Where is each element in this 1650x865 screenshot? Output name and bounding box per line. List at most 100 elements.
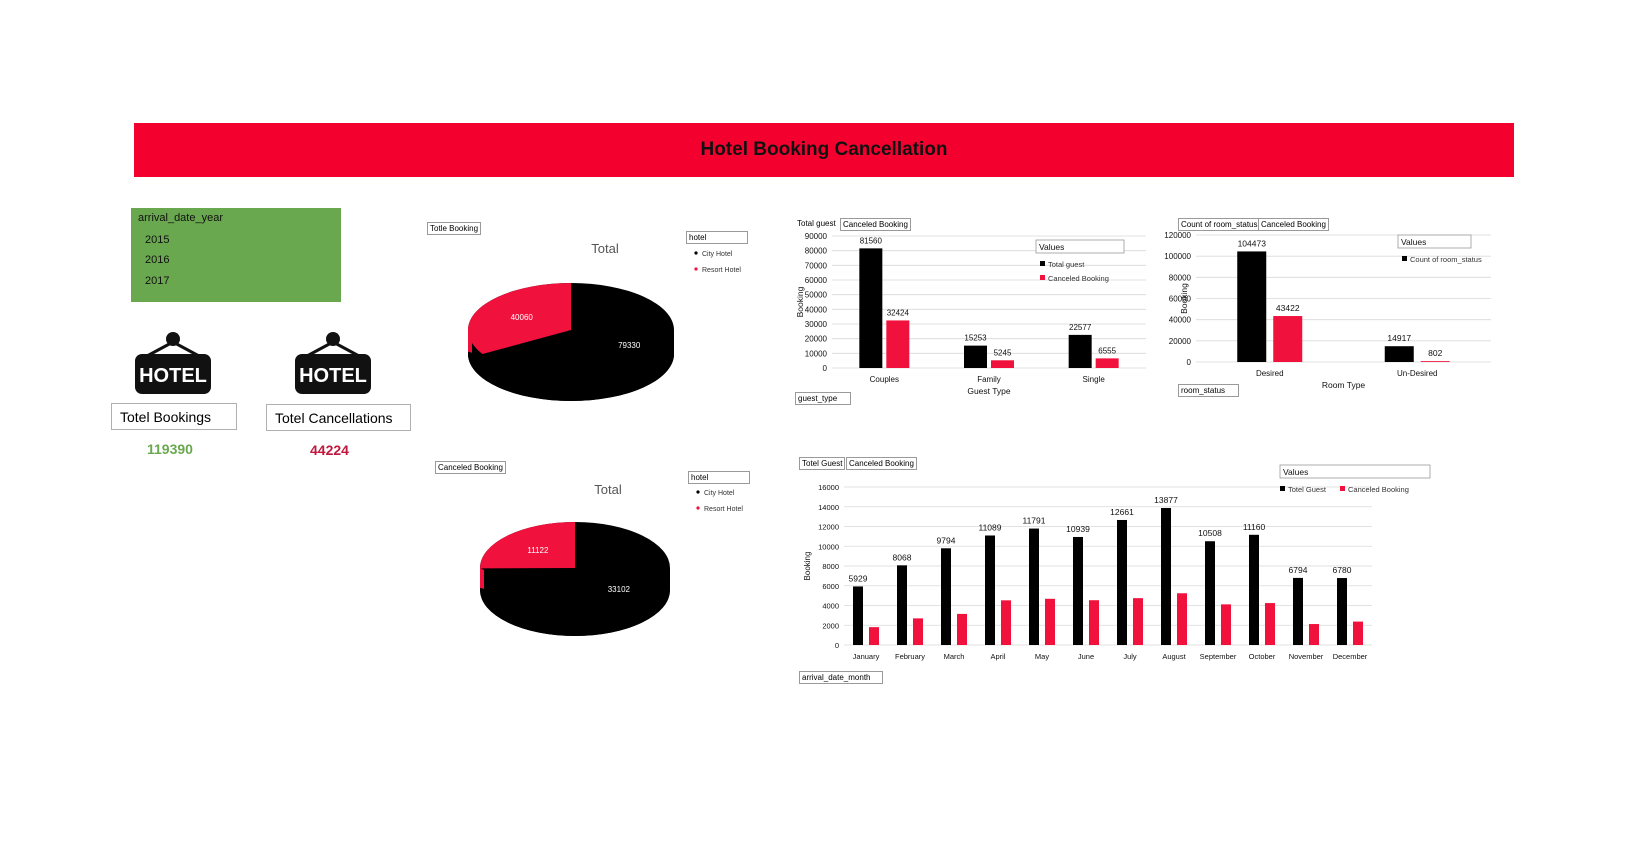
bar-total-guest	[1068, 334, 1092, 368]
bar-canceled-booking	[1089, 600, 1099, 645]
x-tick-label: Couples	[870, 375, 899, 384]
hotel-sign-icon: HOTEL	[135, 332, 211, 394]
legend-entry: Total guest	[1048, 260, 1085, 269]
bar-totel-guest	[1117, 519, 1127, 645]
y-tick-label: 2000	[822, 621, 839, 630]
bar-totel-guest	[1161, 507, 1171, 645]
bar-canceled-booking	[913, 618, 923, 645]
guest-field-button-1[interactable]: Total guest	[795, 218, 838, 229]
y-tick-label: 14000	[818, 503, 839, 512]
x-tick-label: May	[1035, 652, 1049, 661]
data-label: 104473	[1238, 238, 1267, 248]
pie1-field-button[interactable]: Totle Booking	[427, 222, 482, 235]
y-tick-label: 0	[835, 641, 839, 650]
x-tick-label: Single	[1083, 375, 1106, 384]
total-cancellations-card: Totel Cancellations	[266, 404, 411, 431]
month-field-button-1[interactable]: Totel Guest	[799, 457, 846, 470]
x-tick-label: August	[1162, 652, 1186, 661]
room-field-button-2[interactable]: Canceled Booking	[1258, 218, 1329, 231]
guest-field-button-2[interactable]: Canceled Booking	[840, 218, 911, 231]
data-label: 11160	[1243, 522, 1266, 532]
y-tick-label: 0	[1187, 358, 1192, 367]
total-cancellations-value: 44224	[310, 442, 349, 458]
data-label: 5245	[994, 348, 1012, 357]
total-bookings-label: Totel Bookings	[120, 408, 212, 425]
x-tick-label: Desired	[1256, 369, 1284, 378]
bar-totel-guest	[853, 586, 863, 645]
slicer-item-2017[interactable]: 2017	[145, 275, 170, 287]
bar-totel-guest	[941, 548, 951, 645]
bar-count-of-room_status	[1237, 251, 1267, 362]
legend-marker	[1040, 261, 1045, 266]
legend-marker	[1040, 275, 1045, 280]
data-label: 8068	[893, 552, 912, 562]
y-tick-label: 6000	[822, 582, 839, 591]
legend-title: Values	[1039, 242, 1064, 252]
hotel-sign-icon: HOTEL	[295, 332, 371, 394]
y-tick-label: 40000	[805, 305, 828, 314]
data-label: 11791	[1022, 516, 1045, 526]
y-tick-label: 20000	[1169, 337, 1192, 346]
year-slicer[interactable]: arrival_date_year 2015 2016 2017	[131, 208, 341, 302]
bar-canceled-booking	[1420, 361, 1450, 362]
legend-entry: Count of room_status	[1410, 255, 1482, 264]
legend-marker	[1402, 256, 1407, 261]
pie2-field-button[interactable]: Canceled Booking	[435, 461, 506, 474]
x-tick-label: November	[1289, 652, 1324, 661]
data-label: 5929	[849, 573, 868, 583]
data-label: 32424	[887, 308, 910, 317]
legend-title-box	[1279, 464, 1431, 479]
data-label: 9794	[937, 535, 956, 545]
bar-canceled-booking	[1353, 621, 1363, 645]
hotel-icon-text: HOTEL	[139, 365, 207, 387]
pie-data-label: 11122	[527, 546, 549, 555]
y-tick-label: 0	[823, 364, 828, 373]
pie-slice-resort-hotel	[468, 283, 571, 355]
hotel-icon-text: HOTEL	[299, 365, 367, 387]
slicer-item-2016[interactable]: 2016	[145, 254, 170, 266]
x-tick-label: December	[1333, 652, 1368, 661]
bar-canceled-booking	[886, 320, 910, 368]
data-label: 802	[1428, 348, 1442, 358]
room-axis-button[interactable]: room_status	[1178, 384, 1239, 397]
bar-totel-guest	[1073, 536, 1083, 645]
y-tick-label: 10000	[818, 542, 839, 551]
pie-side-highlight	[468, 330, 472, 353]
y-tick-label: 80000	[805, 247, 828, 256]
pie2-legend-title[interactable]: hotel	[688, 471, 750, 484]
x-tick-label: Un-Desired	[1397, 369, 1437, 378]
month-field-button-2[interactable]: Canceled Booking	[846, 457, 917, 470]
y-tick-label: 90000	[805, 232, 828, 241]
pie-data-label: 79330	[618, 341, 641, 350]
data-label: 22577	[1069, 323, 1092, 332]
x-tick-label: September	[1200, 652, 1237, 661]
legend-marker	[1340, 486, 1345, 491]
total-bookings-value: 119390	[147, 441, 193, 457]
data-label: 81560	[860, 236, 883, 245]
y-tick-label: 60000	[1169, 295, 1192, 304]
bar-totel-guest	[985, 535, 995, 645]
x-tick-label: January	[853, 652, 880, 661]
dashboard-title-banner: Hotel Booking Cancellation	[134, 123, 1514, 177]
bar-totel-guest	[1029, 528, 1039, 645]
month-axis-button[interactable]: arrival_date_month	[799, 671, 883, 684]
bar-canceled-booking	[869, 627, 879, 645]
slicer-item-2015[interactable]: 2015	[145, 234, 170, 246]
legend-entry: Canceled Booking	[1348, 485, 1409, 494]
bar-canceled-booking	[1265, 603, 1275, 645]
pie-slice-resort-hotel	[480, 522, 575, 569]
total-bookings-card: Totel Bookings	[111, 403, 237, 430]
pie-data-label: 33102	[608, 585, 631, 594]
y-tick-label: 4000	[822, 602, 839, 611]
y-tick-label: 50000	[805, 291, 828, 300]
bar-canceled-booking	[1001, 600, 1011, 645]
bar-totel-guest	[897, 565, 907, 645]
slicer-title: arrival_date_year	[138, 212, 223, 224]
guest-axis-button[interactable]: guest_type	[795, 392, 851, 405]
legend-title: Values	[1401, 237, 1426, 247]
pie1-legend-title[interactable]: hotel	[686, 231, 748, 244]
y-tick-label: 10000	[805, 349, 828, 358]
y-axis-title: Booking	[1179, 283, 1189, 314]
x-tick-label: Family	[977, 375, 1001, 384]
